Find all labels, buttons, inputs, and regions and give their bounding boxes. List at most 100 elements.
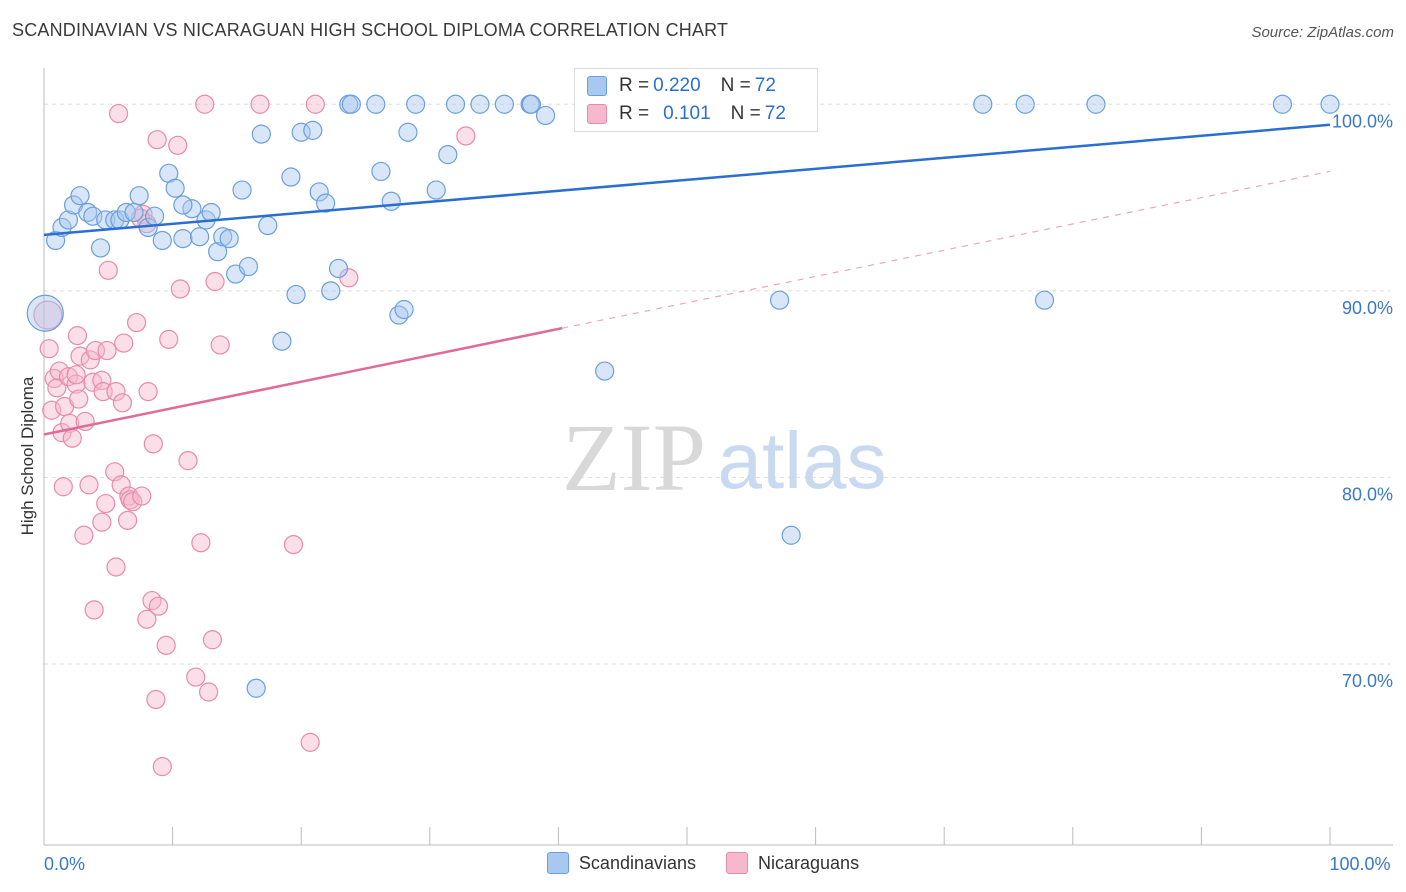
nicaraguan-point xyxy=(147,130,167,150)
nicaraguan-point xyxy=(126,312,147,333)
scandinavian-point xyxy=(281,167,301,187)
series-nicaraguans xyxy=(33,94,476,777)
stats-legend: R = 0.220 N = 72 R = 0.101 N = 72 xyxy=(574,68,818,132)
nicaraguan-point xyxy=(74,525,94,545)
trendline-nicaraguans xyxy=(43,326,563,436)
scandinavian-point xyxy=(129,186,149,206)
y-tick-label: 70.0% xyxy=(1342,671,1393,691)
legend-swatch-pink xyxy=(726,852,749,874)
scandinavian-point xyxy=(371,161,391,182)
scandinavian-point xyxy=(238,256,259,277)
nicaraguan-point xyxy=(159,329,179,349)
nicaraguan-point xyxy=(138,381,158,402)
nicaraguan-point xyxy=(168,135,188,155)
scandinavian-point xyxy=(535,105,556,126)
nicaraguan-point xyxy=(58,367,79,387)
nicaraguan-point xyxy=(111,475,131,495)
scandinavian-point xyxy=(309,182,329,202)
watermark-zip: ZIP xyxy=(562,404,706,511)
legend-label: Scandinavians xyxy=(578,852,697,873)
scandinavian-point xyxy=(389,305,409,325)
nicaraguan-point xyxy=(202,630,223,650)
scandinavian-point xyxy=(769,290,790,310)
nicaraguan-point xyxy=(66,365,86,385)
n-label: N = xyxy=(730,103,761,124)
scandinavian-point xyxy=(1015,94,1035,114)
nicaraguan-point xyxy=(186,667,206,687)
scandinavian-point xyxy=(124,202,144,223)
nicaraguan-point xyxy=(456,126,476,146)
nicaraguan-point xyxy=(79,475,99,495)
legend-item-scandinavians[interactable]: Scandinavians xyxy=(546,852,697,874)
stats-legend-row-scandinavians: R = 0.220 N = 72 xyxy=(587,73,776,99)
scandinavian-point xyxy=(494,94,514,114)
y-axis-label-wrap: High School Diploma xyxy=(18,377,38,536)
scandinavian-point xyxy=(70,186,90,206)
nicaraguan-point xyxy=(85,340,106,361)
nicaraguan-point xyxy=(97,340,117,361)
r-label: R = xyxy=(619,103,650,124)
scandinavian-point xyxy=(26,294,64,332)
scandinavian-point xyxy=(165,178,185,198)
scandinavian-point xyxy=(321,281,341,301)
scandinavian-point xyxy=(973,94,993,114)
nicaraguan-point xyxy=(132,486,152,506)
scandinavian-point xyxy=(406,94,426,114)
scandinavian-point xyxy=(208,242,228,262)
scandinavian-point xyxy=(90,238,111,258)
stats-legend-row-nicaraguans: R = 0.101 N = 72 xyxy=(587,101,786,127)
nicaraguan-point xyxy=(67,326,88,346)
scandinavian-point xyxy=(366,94,386,114)
scandinavian-point xyxy=(521,94,541,114)
scandinavian-point xyxy=(272,331,292,351)
nicaraguan-point xyxy=(250,94,270,114)
nicaraguan-point xyxy=(156,635,176,655)
nicaraguan-point xyxy=(300,732,320,752)
gridlines xyxy=(44,103,1390,665)
source-label: Source: ZipAtlas.com xyxy=(1251,24,1394,41)
trendlines xyxy=(43,123,1331,436)
legend-swatch-blue xyxy=(587,76,607,96)
nicaraguan-point xyxy=(143,434,163,454)
scandinavian-point xyxy=(219,228,239,249)
chart-title: SCANDINAVIAN VS NICARAGUAN HIGH SCHOOL D… xyxy=(12,20,729,40)
legend-label: Nicaraguans xyxy=(758,852,860,873)
nicaraguan-point xyxy=(305,94,325,114)
scandinavian-point xyxy=(58,210,79,230)
nicaraguan-point xyxy=(114,333,134,353)
nicaraguan-point xyxy=(106,381,126,402)
n-value: 72 xyxy=(754,75,776,96)
scandinavian-point xyxy=(78,202,98,223)
series-scandinavians xyxy=(26,94,1340,698)
n-value: 72 xyxy=(764,103,786,124)
trendline-nicaraguans-extension xyxy=(562,170,1331,329)
scandinavian-point xyxy=(1320,94,1340,114)
scandinavian-point xyxy=(83,206,103,226)
nicaraguan-point xyxy=(148,596,169,616)
legend-item-nicaraguans[interactable]: Nicaraguans xyxy=(726,852,859,874)
nicaraguan-point xyxy=(210,335,230,355)
scandinavian-point xyxy=(445,94,466,114)
nicaraguan-point xyxy=(92,512,112,532)
nicaraguan-point xyxy=(117,510,138,530)
scandinavian-point xyxy=(398,122,418,142)
nicaraguan-point xyxy=(146,689,166,710)
nicaraguan-point xyxy=(152,757,172,777)
nicaraguan-point xyxy=(108,103,129,124)
nicaraguan-point xyxy=(53,477,73,497)
nicaraguan-point xyxy=(80,350,100,370)
nicaraguan-point xyxy=(170,279,190,299)
scandinavian-point xyxy=(152,230,172,251)
nicaraguan-point xyxy=(123,492,143,512)
legend-swatch-blue xyxy=(546,852,569,874)
nicaraguan-point xyxy=(69,389,89,409)
r-label: R = xyxy=(619,75,650,96)
nicaraguan-point xyxy=(195,94,215,114)
scandinavian-point xyxy=(316,193,336,213)
scandinavian-point xyxy=(341,94,361,114)
scandinavian-point xyxy=(173,195,193,215)
scandinavian-point xyxy=(116,202,136,223)
scandinavian-point xyxy=(394,299,414,320)
nicaraguan-point xyxy=(47,378,67,398)
